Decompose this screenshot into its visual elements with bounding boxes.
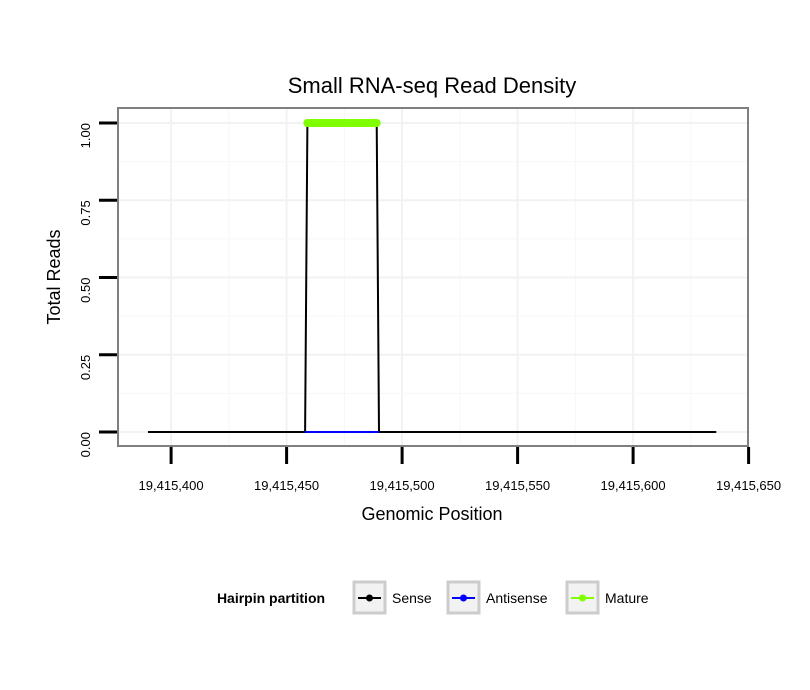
y-tick-label: 0.75 (78, 200, 93, 225)
legend-label-mature: Mature (605, 590, 649, 606)
legend-key-point (366, 594, 373, 602)
axes: 19,415,400 19,415,450 19,415,500 19,415,550… (78, 121, 781, 493)
y-tick-label: 0.00 (78, 432, 93, 457)
plot-border (117, 107, 749, 447)
x-tick-label: 19,415,450 (254, 478, 319, 493)
x-tick-label: 19,415,650 (716, 478, 781, 493)
series-layer (148, 119, 717, 433)
y-tick-label: 1.00 (78, 123, 93, 148)
x-tick-label: 19,415,600 (601, 478, 666, 493)
grid (118, 108, 748, 446)
legend-label-sense: Sense (392, 590, 432, 606)
legend-title: Hairpin partition (217, 590, 325, 606)
y-axis-label: Total Reads (44, 229, 64, 324)
x-axis-label: Genomic Position (361, 504, 502, 524)
x-tick-label: 19,415,500 (370, 478, 435, 493)
x-tick-label: 19,415,550 (485, 478, 550, 493)
y-tick-label: 0.25 (78, 355, 93, 380)
legend: Hairpin partition Sense Antisense Mature (217, 580, 649, 615)
chart-title: Small RNA-seq Read Density (288, 73, 577, 98)
legend-key-point (460, 594, 467, 602)
legend-key-point (579, 594, 586, 602)
x-tick-label: 19,415,400 (139, 478, 204, 493)
y-tick-label: 0.50 (78, 278, 93, 303)
legend-label-antisense: Antisense (486, 590, 548, 606)
